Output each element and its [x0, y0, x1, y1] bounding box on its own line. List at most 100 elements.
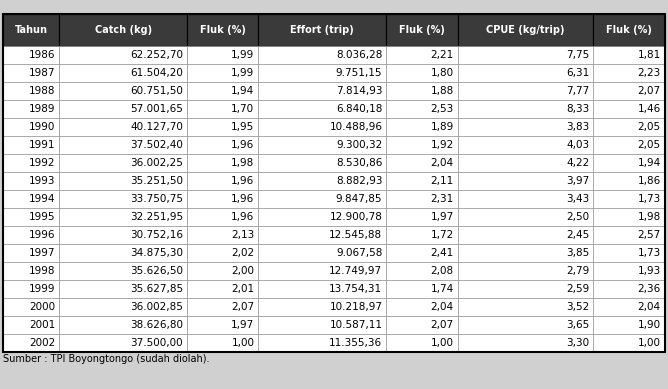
- Bar: [593, 136, 665, 154]
- Bar: [458, 316, 593, 334]
- Text: 1,00: 1,00: [231, 338, 255, 348]
- Bar: [3, 244, 59, 262]
- Text: 2,07: 2,07: [231, 302, 255, 312]
- Text: 37.502,40: 37.502,40: [130, 140, 183, 150]
- Text: 4,22: 4,22: [566, 158, 589, 168]
- Bar: [259, 154, 386, 172]
- Text: 12.900,78: 12.900,78: [329, 212, 382, 222]
- Bar: [386, 63, 458, 82]
- Text: 11.355,36: 11.355,36: [329, 338, 382, 348]
- Text: 1,98: 1,98: [231, 158, 255, 168]
- Text: 1,74: 1,74: [430, 284, 454, 294]
- Text: 1996: 1996: [29, 230, 55, 240]
- Text: 8.882,93: 8.882,93: [336, 176, 382, 186]
- Bar: [3, 208, 59, 226]
- Bar: [458, 334, 593, 352]
- Text: 57.001,65: 57.001,65: [130, 103, 183, 114]
- Text: Fluk (%): Fluk (%): [200, 25, 246, 35]
- Text: 2,57: 2,57: [637, 230, 661, 240]
- Bar: [386, 208, 458, 226]
- Bar: [259, 316, 386, 334]
- Bar: [458, 100, 593, 117]
- Bar: [59, 46, 187, 63]
- Bar: [3, 82, 59, 100]
- Text: Catch (kg): Catch (kg): [95, 25, 152, 35]
- Bar: [259, 262, 386, 280]
- Text: 1,99: 1,99: [231, 49, 255, 60]
- Text: 2,41: 2,41: [430, 248, 454, 258]
- Bar: [593, 226, 665, 244]
- Bar: [59, 172, 187, 190]
- Text: 1,89: 1,89: [430, 122, 454, 131]
- Text: 1,46: 1,46: [637, 103, 661, 114]
- Bar: [187, 316, 259, 334]
- Bar: [259, 190, 386, 208]
- Text: 40.127,70: 40.127,70: [130, 122, 183, 131]
- Bar: [259, 244, 386, 262]
- Bar: [458, 262, 593, 280]
- Text: 1,93: 1,93: [637, 266, 661, 276]
- Text: 1,95: 1,95: [231, 122, 255, 131]
- Text: 37.500,00: 37.500,00: [130, 338, 183, 348]
- Text: 2,05: 2,05: [637, 122, 661, 131]
- Bar: [386, 136, 458, 154]
- Text: 2,07: 2,07: [637, 86, 661, 96]
- Bar: [593, 117, 665, 136]
- Text: Sumber : TPI Boyongtongo (sudah diolah).: Sumber : TPI Boyongtongo (sudah diolah).: [3, 354, 210, 364]
- Text: 2,50: 2,50: [566, 212, 589, 222]
- Bar: [593, 63, 665, 82]
- Bar: [259, 226, 386, 244]
- Text: 10.488,96: 10.488,96: [329, 122, 382, 131]
- Text: 1,73: 1,73: [637, 248, 661, 258]
- Bar: [458, 63, 593, 82]
- Text: 33.750,75: 33.750,75: [130, 194, 183, 204]
- Bar: [59, 82, 187, 100]
- Text: 1988: 1988: [29, 86, 55, 96]
- Text: 1,94: 1,94: [637, 158, 661, 168]
- Bar: [259, 172, 386, 190]
- Text: 8.036,28: 8.036,28: [336, 49, 382, 60]
- Text: 2,59: 2,59: [566, 284, 589, 294]
- Text: 2,53: 2,53: [430, 103, 454, 114]
- Text: 1,96: 1,96: [231, 140, 255, 150]
- Bar: [187, 100, 259, 117]
- Bar: [458, 244, 593, 262]
- Bar: [386, 226, 458, 244]
- Text: 1,99: 1,99: [231, 68, 255, 77]
- Text: 2,04: 2,04: [637, 302, 661, 312]
- Text: 2,07: 2,07: [430, 320, 454, 330]
- Text: 1,70: 1,70: [231, 103, 255, 114]
- Bar: [187, 334, 259, 352]
- Text: 6,31: 6,31: [566, 68, 589, 77]
- Bar: [458, 117, 593, 136]
- Text: 1,90: 1,90: [637, 320, 661, 330]
- Bar: [187, 46, 259, 63]
- Bar: [59, 298, 187, 316]
- Bar: [187, 298, 259, 316]
- Text: 1990: 1990: [29, 122, 55, 131]
- Bar: [3, 136, 59, 154]
- Bar: [593, 100, 665, 117]
- Bar: [386, 172, 458, 190]
- Bar: [458, 14, 593, 46]
- Text: 3,30: 3,30: [566, 338, 589, 348]
- Text: 35.626,50: 35.626,50: [130, 266, 183, 276]
- Text: 3,83: 3,83: [566, 122, 589, 131]
- Text: 32.251,95: 32.251,95: [130, 212, 183, 222]
- Text: 62.252,70: 62.252,70: [130, 49, 183, 60]
- Bar: [3, 262, 59, 280]
- Bar: [187, 154, 259, 172]
- Bar: [593, 172, 665, 190]
- Bar: [458, 226, 593, 244]
- Text: 2002: 2002: [29, 338, 55, 348]
- Text: 1,96: 1,96: [231, 212, 255, 222]
- Text: 2001: 2001: [29, 320, 55, 330]
- Bar: [386, 316, 458, 334]
- Bar: [593, 190, 665, 208]
- Text: 1,00: 1,00: [431, 338, 454, 348]
- Text: 3,97: 3,97: [566, 176, 589, 186]
- Bar: [259, 280, 386, 298]
- Bar: [59, 244, 187, 262]
- Bar: [187, 82, 259, 100]
- Bar: [386, 46, 458, 63]
